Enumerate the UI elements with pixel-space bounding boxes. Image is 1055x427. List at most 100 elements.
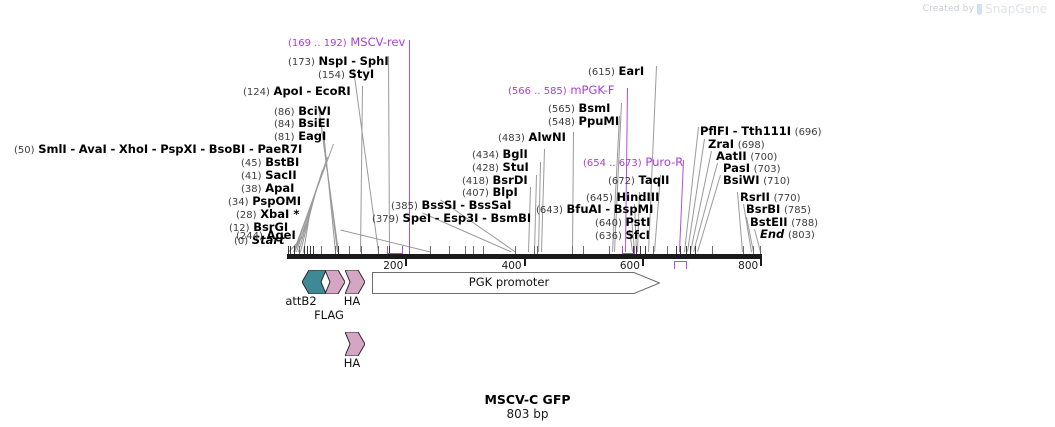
enzyme-name: mPGK-F bbox=[570, 83, 615, 97]
enzyme-label-spei[interactable]: (379) SpeI - Esp3I - BsmBI bbox=[372, 212, 531, 226]
enzyme-separator: - bbox=[434, 211, 440, 225]
enzyme-label-apai[interactable]: (38) ApaI bbox=[241, 182, 294, 196]
pgk-promoter-arrow[interactable] bbox=[372, 272, 661, 294]
enzyme-label-zrai[interactable]: ZraI (698) bbox=[708, 138, 765, 152]
enzyme-label-nspi[interactable]: (173) NspI - SphI bbox=[288, 55, 389, 69]
enzyme-label-bstell[interactable]: BstEII (788) bbox=[750, 216, 818, 230]
restriction-site-tick bbox=[321, 246, 323, 254]
restriction-site-tick bbox=[640, 246, 642, 254]
enzyme-label-xbai[interactable]: (28) XbaI * bbox=[236, 208, 299, 222]
enzyme-label-blpi[interactable]: (407) BlpI bbox=[462, 186, 518, 200]
enzyme-name: AgeI bbox=[266, 228, 296, 242]
enzyme-name: SfcI bbox=[625, 228, 650, 242]
enzyme-name: ApoI bbox=[273, 84, 303, 98]
enzyme-label-sacii[interactable]: (41) SacII bbox=[241, 169, 297, 183]
enzyme-name: SacII bbox=[265, 168, 297, 182]
enzyme-label-bsssi[interactable]: (385) BssSI - BssSaI bbox=[391, 199, 511, 213]
restriction-site-tick bbox=[695, 246, 697, 254]
enzyme-label-bstbi[interactable]: (45) BstBI bbox=[241, 156, 299, 170]
ruler-tick-label: 600 bbox=[619, 260, 640, 272]
enzyme-position: (703) bbox=[753, 164, 781, 175]
enzyme-label-eagi[interactable]: (81) EagI bbox=[274, 130, 326, 144]
enzyme-label-apoi[interactable]: (124) ApoI - EcoRI bbox=[243, 85, 351, 99]
enzyme-name: PflFI bbox=[700, 124, 730, 138]
sequence-length-label: 803 bp bbox=[506, 407, 549, 421]
enzyme-label-pspomi[interactable]: (34) PspOMI bbox=[228, 195, 301, 209]
enzyme-separator: - bbox=[200, 142, 206, 156]
enzyme-label-bcivi[interactable]: (86) BciVI bbox=[274, 105, 331, 119]
enzyme-label-mscvrev[interactable]: (169 .. 192) MSCV-rev bbox=[288, 36, 405, 50]
enzyme-label-psti[interactable]: (640) PstI bbox=[595, 216, 650, 230]
enzyme-name: BssSaI bbox=[468, 198, 512, 212]
enzyme-label-bsmi[interactable]: (565) BsmI bbox=[548, 102, 610, 116]
feature-arrow-flag[interactable] bbox=[324, 269, 346, 295]
enzyme-label-aatii[interactable]: AatII (700) bbox=[716, 150, 777, 164]
feature-arrow-ha1[interactable] bbox=[344, 269, 366, 295]
enzyme-label-stui[interactable]: (428) StuI bbox=[472, 161, 529, 175]
feature-arrow-attb2[interactable] bbox=[301, 269, 327, 295]
enzyme-position: (81) bbox=[274, 132, 295, 143]
enzyme-label-taqii[interactable]: (672) TaqII bbox=[608, 174, 669, 188]
enzyme-label-end[interactable]: End (803) bbox=[760, 228, 815, 242]
enzyme-position: (84) bbox=[274, 119, 295, 130]
enzyme-label-bgli[interactable]: (434) BglI bbox=[472, 148, 528, 162]
restriction-site-tick bbox=[483, 246, 485, 254]
enzyme-name: NspI bbox=[318, 54, 348, 68]
restriction-site-tick bbox=[712, 246, 714, 254]
enzyme-label-hindiii[interactable]: (645) HindIII bbox=[586, 191, 659, 205]
enzyme-position: (770) bbox=[773, 193, 801, 204]
enzyme-label-puror[interactable]: (654 .. 673) Puro-R bbox=[583, 156, 683, 170]
enzyme-label-bfuai[interactable]: (643) BfuAI - BspMI bbox=[536, 203, 653, 217]
restriction-site-tick bbox=[609, 246, 611, 254]
restriction-site-tick bbox=[313, 246, 315, 254]
enzyme-name: BsmBI bbox=[490, 211, 532, 225]
restriction-site-tick bbox=[304, 246, 306, 254]
enzyme-label-bsrbi[interactable]: BsrBI (785) bbox=[746, 203, 811, 217]
enzyme-label-sfci[interactable]: (636) SfcI bbox=[595, 229, 650, 243]
restriction-site-tick bbox=[299, 246, 301, 254]
ruler-tick bbox=[523, 259, 526, 266]
enzyme-name: SpeI bbox=[402, 211, 432, 225]
enzyme-name: EagI bbox=[298, 129, 327, 143]
enzyme-label-alwni[interactable]: (483) AlwNI bbox=[498, 131, 566, 145]
restriction-site-tick bbox=[760, 246, 762, 254]
enzyme-label-bsiwi[interactable]: BsiWI (710) bbox=[723, 174, 790, 188]
restriction-cut-ticks bbox=[287, 246, 762, 254]
enzyme-position: (173) bbox=[288, 57, 315, 68]
primer-bracket bbox=[386, 246, 403, 254]
enzyme-label-bsrgi[interactable]: (12) BsrGI bbox=[229, 221, 288, 235]
enzyme-label-bsiei[interactable]: (84) BsiEI bbox=[274, 117, 330, 131]
enzyme-position: (41) bbox=[241, 171, 262, 182]
restriction-site-tick bbox=[361, 246, 363, 254]
enzyme-label-ppumi[interactable]: (548) PpuMI bbox=[548, 115, 619, 129]
enzyme-label-rsrii[interactable]: RsrII (770) bbox=[740, 191, 800, 205]
enzyme-separator: - bbox=[605, 202, 611, 216]
enzyme-position: (407) bbox=[462, 188, 489, 199]
enzyme-label-pflfi[interactable]: PflFI - Tth111I (696) bbox=[700, 125, 822, 139]
enzyme-name: BsmI bbox=[578, 101, 611, 115]
enzyme-name: XbaI * bbox=[260, 207, 300, 221]
enzyme-label-eari[interactable]: (615) EarI bbox=[588, 65, 644, 79]
feature-arrow-ha2[interactable] bbox=[344, 331, 366, 357]
leader-line bbox=[409, 40, 411, 252]
watermark-prefix: Created by bbox=[922, 4, 975, 14]
enzyme-name: TaqII bbox=[638, 173, 670, 187]
enzyme-label-mpgkf[interactable]: (566 .. 585) mPGK-F bbox=[508, 84, 615, 98]
enzyme-name: Puro-R bbox=[645, 155, 684, 169]
enzyme-label-bsrdi[interactable]: (418) BsrDI bbox=[462, 174, 528, 188]
restriction-site-tick bbox=[680, 246, 682, 254]
enzyme-label-agei[interactable]: (244) AgeI bbox=[236, 229, 296, 243]
enzyme-name: PaeR7I bbox=[257, 142, 303, 156]
feature-label-ha2: HA bbox=[343, 356, 361, 370]
primer-bracket bbox=[673, 261, 688, 269]
enzyme-label-start[interactable]: (0) Start bbox=[234, 234, 285, 248]
enzyme-label-pasi[interactable]: PasI (703) bbox=[723, 162, 781, 176]
enzyme-name: AvaI bbox=[78, 142, 107, 156]
enzyme-position: (698) bbox=[737, 140, 765, 151]
enzyme-label-smli[interactable]: (50) SmlI - AvaI - XhoI - PspXI - BsoBI … bbox=[14, 143, 302, 157]
restriction-site-tick bbox=[667, 246, 669, 254]
enzyme-separator: - bbox=[460, 198, 466, 212]
restriction-site-tick bbox=[389, 246, 391, 254]
enzyme-label-styi[interactable]: (154) StyI bbox=[318, 68, 374, 82]
